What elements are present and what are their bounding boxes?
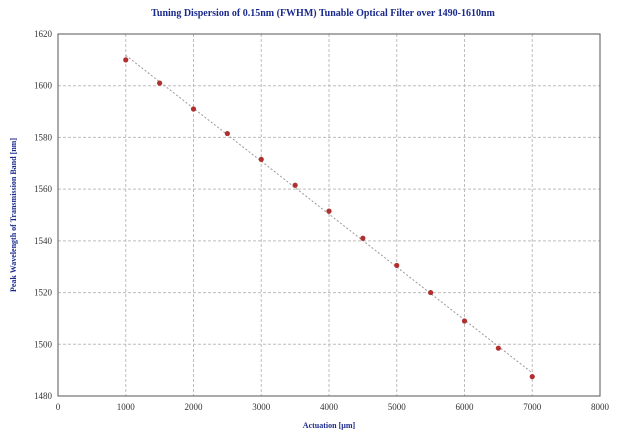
grid bbox=[58, 34, 600, 396]
data-point bbox=[224, 130, 230, 137]
y-tick-label: 1520 bbox=[34, 288, 53, 298]
data-point bbox=[360, 235, 366, 241]
data-points bbox=[123, 57, 535, 380]
data-point bbox=[461, 318, 468, 324]
data-point bbox=[258, 156, 264, 163]
plot-frame bbox=[57, 33, 601, 397]
data-point bbox=[190, 106, 197, 112]
y-tick-label: 1480 bbox=[34, 391, 53, 401]
x-tick-label: 8000 bbox=[591, 402, 610, 412]
x-axis-label: Actuation [µm] bbox=[303, 421, 356, 430]
x-tick-label: 7000 bbox=[523, 402, 542, 412]
data-point bbox=[394, 262, 400, 269]
x-tick-label: 5000 bbox=[388, 402, 407, 412]
data-point bbox=[495, 345, 501, 351]
data-point bbox=[326, 208, 332, 214]
data-point bbox=[123, 57, 129, 63]
y-tick-label: 1600 bbox=[34, 81, 53, 91]
y-tick-label: 1500 bbox=[34, 339, 53, 349]
chart-title: Tuning Dispersion of 0.15nm (FWHM) Tunab… bbox=[151, 8, 495, 19]
data-point bbox=[428, 289, 434, 296]
x-tick-label: 1000 bbox=[117, 402, 136, 412]
y-tick-label: 1540 bbox=[34, 236, 53, 246]
y-tick-label: 1560 bbox=[34, 184, 53, 194]
data-point bbox=[529, 374, 535, 380]
y-tick-label: 1620 bbox=[34, 29, 53, 39]
y-tick-label: 1580 bbox=[34, 132, 53, 142]
y-axis-label: Peak Wavelength of Transmission Band [nm… bbox=[9, 138, 18, 292]
axis-ticks: 0 1000 2000 3000 4000 5000 6000 7000 8000 1480 150… bbox=[34, 29, 610, 412]
data-point bbox=[157, 80, 163, 86]
x-tick-label: 3000 bbox=[252, 402, 271, 412]
x-tick-label: 0 bbox=[56, 402, 61, 412]
x-tick-label: 2000 bbox=[185, 402, 204, 412]
data-point bbox=[292, 182, 298, 188]
x-tick-label: 4000 bbox=[320, 402, 339, 412]
x-tick-label: 6000 bbox=[456, 402, 475, 412]
